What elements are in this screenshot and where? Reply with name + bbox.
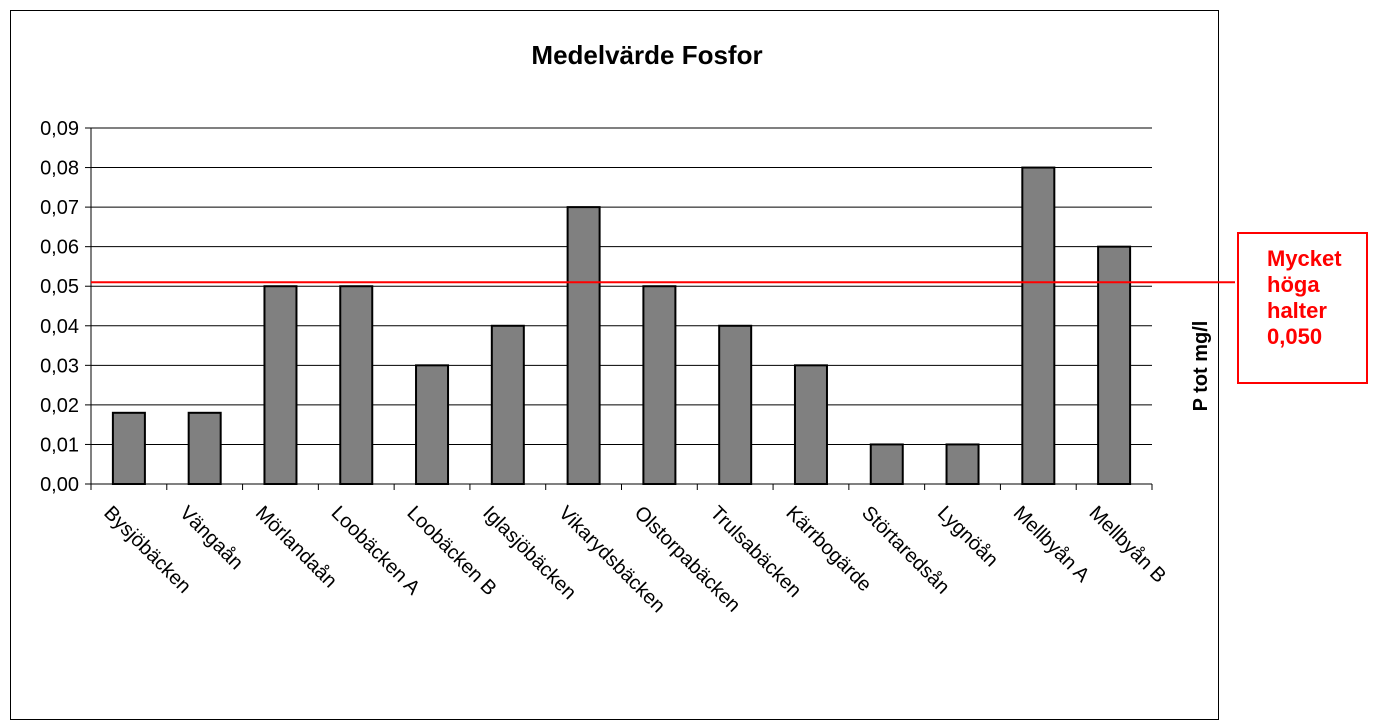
bar [263,285,298,485]
axes [85,127,1153,490]
y-tick-label: 0,09 [40,118,79,140]
annotation-line-1: Mycket [1267,246,1342,271]
bar [718,324,753,485]
bar [869,443,904,486]
bars [111,166,1132,486]
bar [339,285,374,485]
x-category-label: Vängaån [175,502,247,574]
threshold-annotation: Mycket höga halter 0,050 [1237,232,1368,384]
bar [945,443,980,486]
y-tick-label: 0,03 [40,355,79,377]
chart-title: Medelvärde Fosfor [531,40,762,70]
y-tick-label: 0,01 [40,434,79,456]
y-tick-label: 0,06 [40,237,79,259]
x-category-label: Mellbyån A [1009,502,1094,587]
y-axis-label: P tot mg/l [1190,321,1212,412]
y-tick-label: 0,08 [40,158,79,180]
bar [111,411,146,485]
y-tick-labels: 0,00 0,01 0,02 0,03 0,04 0,05 0,06 0,07 0,08 0,09 [40,118,79,496]
bar [793,364,828,486]
annotation-line-2: höga [1267,272,1320,297]
grid-lines [91,127,1152,445]
bar [490,324,525,485]
bar [642,285,677,485]
annotation-line-4: 0,050 [1267,324,1323,349]
x-category-label: Mellbyån B [1085,502,1171,588]
y-tick-label: 0,02 [40,395,79,417]
y-tick-label: 0,04 [40,316,79,338]
x-category-label: Lygnöån [933,502,1002,571]
y-tick-label: 0,00 [40,474,79,496]
y-tick-label: 0,07 [40,197,79,219]
bar [1097,245,1132,485]
y-tick-label: 0,05 [40,276,79,298]
bar [566,206,601,485]
annotation-line-3: halter [1267,298,1327,323]
bar [1021,166,1056,486]
bar [187,411,222,485]
bar [415,364,450,486]
